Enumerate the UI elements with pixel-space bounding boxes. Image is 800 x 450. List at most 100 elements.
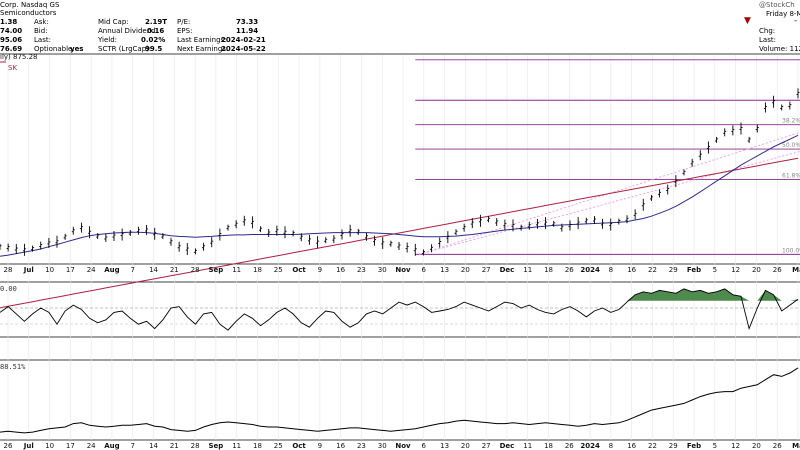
x-tick-28: 2024 [580, 266, 600, 274]
x-tick-lower-18: 30 [378, 442, 387, 450]
x-tick-36: 20 [752, 266, 761, 274]
price-bar-6 [47, 237, 51, 248]
price-bar-0 [0, 243, 2, 250]
price-bar-51 [413, 243, 417, 256]
x-tick-lower-6: 7 [131, 442, 135, 450]
x-tick-27: 26 [565, 266, 574, 274]
price-bar-44 [356, 228, 360, 235]
fund-label-4: Next Earnings: [177, 45, 229, 53]
ma-legend-2: SK [8, 64, 17, 72]
quote-label-bid: Bid: [34, 27, 48, 35]
price-bar-81 [658, 189, 662, 198]
x-tick-37: 26 [773, 266, 782, 274]
x-tick-lower-26: 18 [544, 442, 553, 450]
x-tick-lower-35: 12 [731, 442, 740, 450]
price-bar-22 [177, 241, 181, 252]
x-tick-24: Dec [500, 266, 515, 274]
stats-label-4: SCTR (LrgCap): [98, 45, 152, 53]
oscillator-label: 0.00 [0, 285, 17, 293]
x-tick-lower-36: 20 [752, 442, 761, 450]
vertical-gridlines [7, 55, 799, 440]
price-bar-65 [527, 221, 531, 230]
price-bar-33 [267, 229, 271, 238]
price-bar-18 [145, 224, 149, 235]
x-tick-lower-11: 11 [232, 442, 241, 450]
price-bar-66 [535, 218, 539, 229]
brand-logo: @StockCh [759, 1, 795, 9]
price-bar-35 [283, 226, 287, 239]
company-name: Corp. Nasdaq GS [0, 1, 60, 9]
stats-value-3: 0.02% [141, 36, 166, 44]
fib-label-2: 61.8% [782, 173, 800, 180]
x-tick-31: 22 [648, 266, 657, 274]
x-axis-main: 28 Jul 10 17 24 Aug 7 14 21 28 Sep 11 18 25 Oct 9 16 23 30… [4, 266, 800, 274]
quote-value-2: 74.00 [0, 27, 23, 35]
price-bar-42 [340, 229, 344, 240]
price-bar-53 [430, 244, 434, 253]
oscillator-line [0, 288, 799, 331]
x-tick-19: Nov [395, 266, 411, 274]
stats-value-4: 99.5 [145, 45, 163, 53]
price-bar-67 [544, 217, 548, 230]
x-tick-lower-13: 25 [274, 442, 283, 450]
price-bar-24 [193, 248, 197, 255]
pane-borders [0, 53, 800, 441]
x-tick-11: 11 [232, 266, 241, 274]
price-bar-61 [495, 217, 499, 226]
price-bar-63 [511, 219, 515, 232]
fund-value-2: 11.94 [236, 27, 259, 35]
x-tick-lower-7: 14 [149, 442, 158, 450]
x-tick-lower-14: Oct [292, 442, 306, 450]
x-tick-lower-33: Feb [687, 442, 701, 450]
price-bar-1 [6, 243, 10, 252]
price-bar-84 [682, 169, 686, 176]
price-bar-17 [136, 226, 140, 235]
price-bar-77 [625, 215, 629, 224]
x-tick-34: 5 [713, 266, 717, 274]
x-tick-15: 9 [318, 266, 322, 274]
x-tick-26: 18 [544, 266, 553, 274]
x-tick-12: 18 [253, 266, 262, 274]
price-bar-69 [560, 223, 564, 232]
fib-label-0: 38.2% [782, 118, 800, 125]
x-tick-35: 12 [731, 266, 740, 274]
price-bar-94 [763, 102, 767, 113]
price-bar-90 [731, 125, 735, 136]
x-tick-16: 16 [336, 266, 345, 274]
price-bar-15 [120, 228, 124, 241]
x-tick-8: 21 [170, 266, 179, 274]
price-bar-29 [234, 220, 238, 229]
price-bar-88 [715, 136, 719, 143]
x-tick-lower-23: 27 [482, 442, 491, 450]
price-bar-98 [796, 88, 800, 99]
price-bar-85 [690, 158, 694, 167]
right-label-volume: Volume: 112,8 [759, 45, 800, 53]
x-tick-6: 7 [131, 266, 135, 274]
price-bar-21 [169, 237, 173, 246]
x-tick-lower-34: 5 [713, 442, 717, 450]
x-tick-lower-4: 24 [87, 442, 96, 450]
price-bar-83 [674, 175, 678, 188]
price-bar-10 [79, 222, 83, 233]
stats-value-2: 0.16 [147, 27, 165, 35]
price-bar-49 [397, 241, 401, 250]
fund-value-4: 2024-05-22 [221, 45, 266, 53]
x-tick-lower-37: 26 [773, 442, 782, 450]
x-tick-9: 28 [191, 266, 200, 274]
x-tick-lower-28: 2024 [580, 442, 600, 450]
price-bar-47 [381, 236, 385, 249]
price-bar-26 [210, 237, 214, 248]
price-bar-64 [519, 224, 523, 231]
trendline-upper [419, 131, 800, 255]
price-bar-37 [299, 233, 303, 242]
price-bars [0, 88, 800, 256]
x-tick-23: 27 [482, 266, 491, 274]
price-bar-23 [185, 243, 189, 256]
price-bar-5 [39, 241, 43, 250]
x-tick-lower-3: 17 [66, 442, 75, 450]
chart-header: Corp. Nasdaq GS Semiconductors 1.38 74.0… [0, 0, 800, 54]
price-bar-39 [316, 236, 320, 249]
price-bar-71 [576, 217, 580, 230]
price-bar-68 [552, 220, 556, 227]
right-label-chg: Chg: [759, 27, 776, 35]
